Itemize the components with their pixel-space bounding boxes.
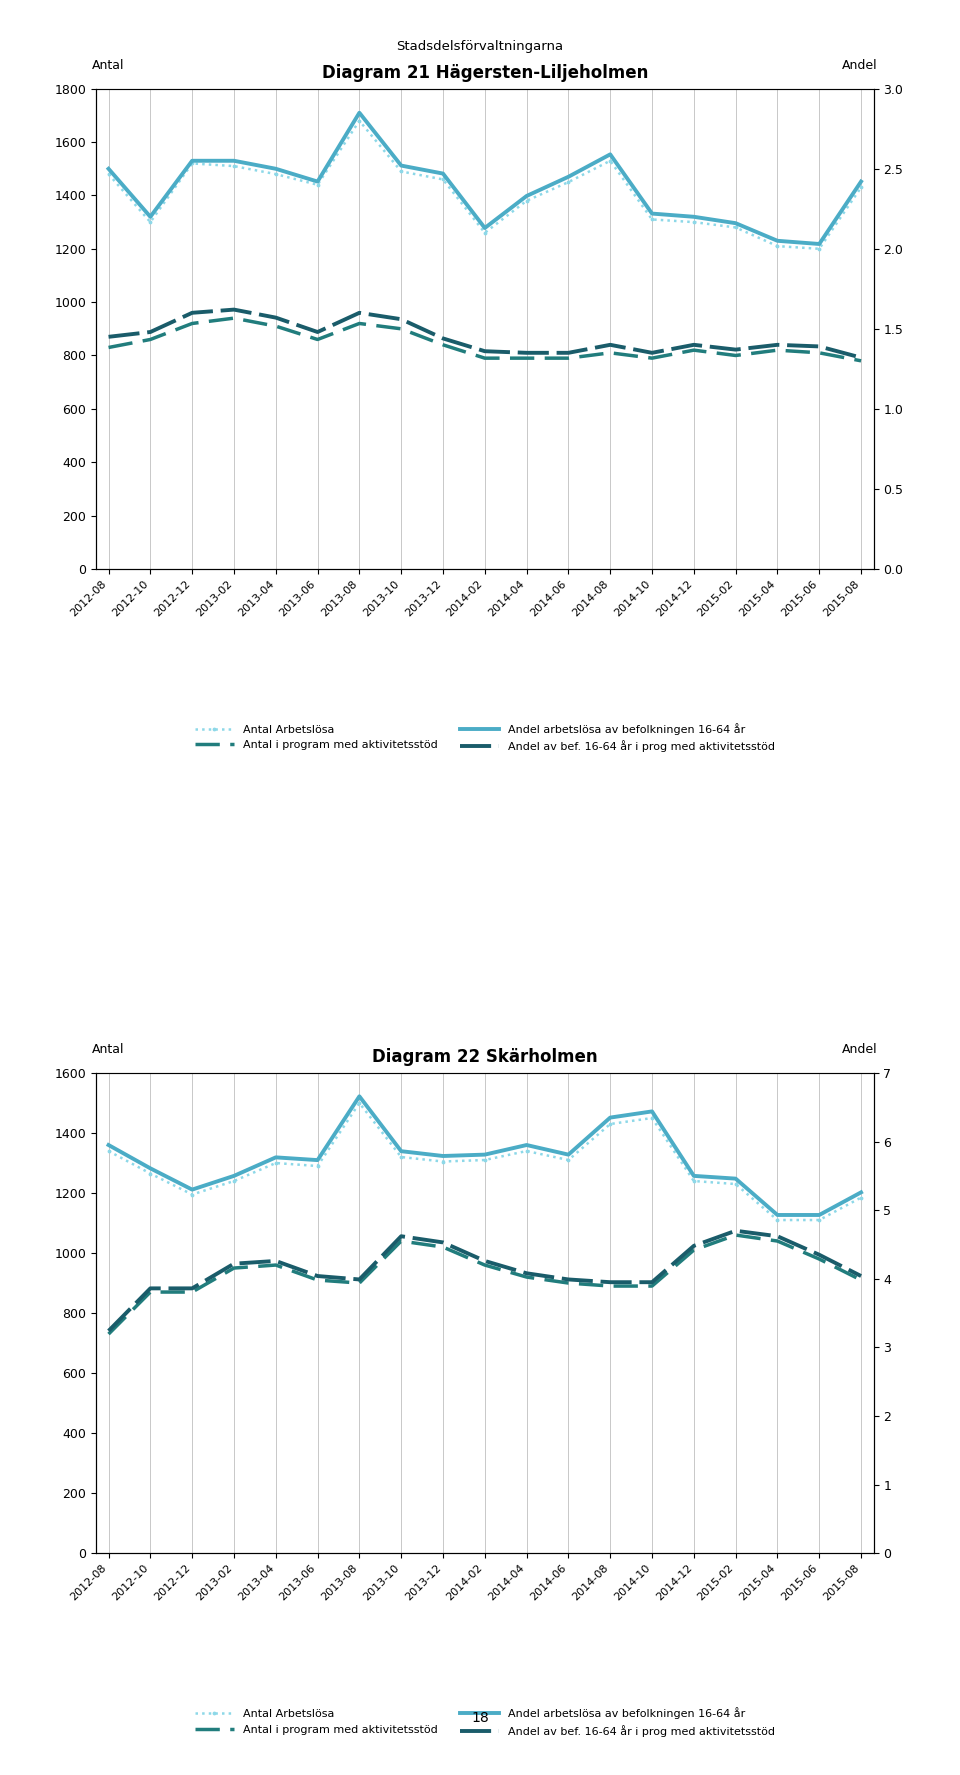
Title: Diagram 21 Hägersten-Liljeholmen: Diagram 21 Hägersten-Liljeholmen [322,64,648,82]
Title: Diagram 22 Skärholmen: Diagram 22 Skärholmen [372,1047,598,1067]
Text: Andel: Andel [842,1044,877,1056]
Text: 18: 18 [471,1711,489,1725]
Legend: Antal Arbetslösa, Antal i program med aktivitetsstöd, Andel arbetslösa av befolk: Antal Arbetslösa, Antal i program med ak… [191,719,779,756]
Text: Antal: Antal [92,59,125,73]
Text: Andel: Andel [842,59,877,73]
Text: Stadsdelsförvaltningarna: Stadsdelsförvaltningarna [396,39,564,53]
Legend: Antal Arbetslösa, Antal i program med aktivitetsstöd, Andel arbetslösa av befolk: Antal Arbetslösa, Antal i program med ak… [191,1702,779,1741]
Text: Antal: Antal [92,1044,125,1056]
